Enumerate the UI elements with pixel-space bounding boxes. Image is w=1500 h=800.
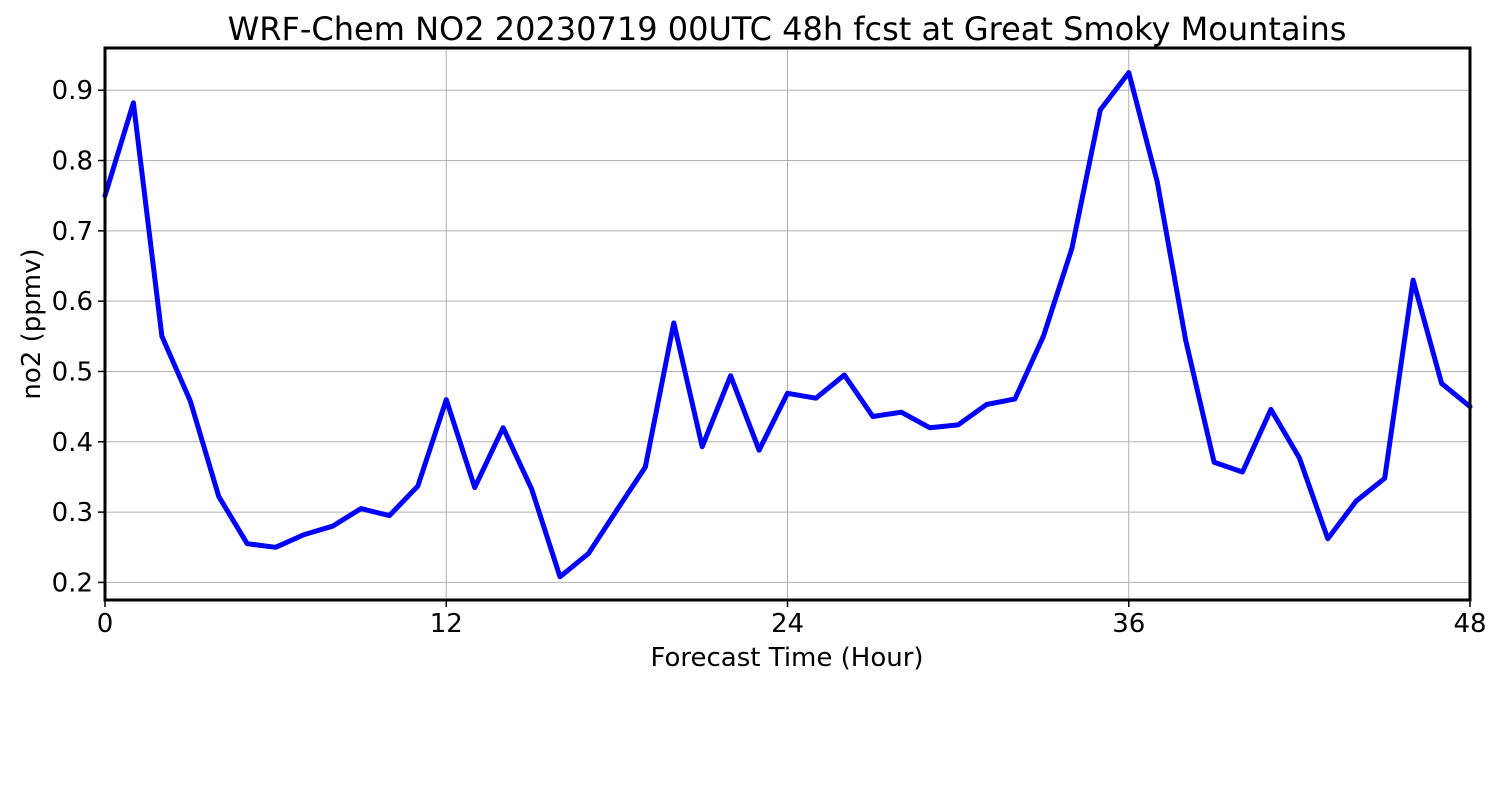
y-tick-label: 0.2 xyxy=(52,568,93,598)
x-tick-label: 36 xyxy=(1112,609,1145,639)
x-tick-label: 0 xyxy=(97,609,114,639)
x-axis-label: Forecast Time (Hour) xyxy=(650,643,923,673)
chart-title: WRF-Chem NO2 20230719 00UTC 48h fcst at … xyxy=(228,10,1347,48)
y-tick-label: 0.7 xyxy=(52,217,93,247)
no2-series-line xyxy=(102,70,1473,580)
y-tick-label: 0.8 xyxy=(52,147,93,177)
y-tick-label: 0.3 xyxy=(52,498,93,528)
x-tick-label: 12 xyxy=(430,609,463,639)
x-axis-ticks: 0 12 24 36 48 xyxy=(97,600,1487,639)
y-axis-ticks: 0.2 0.3 0.4 0.5 0.6 0.7 0.8 0.9 xyxy=(52,76,105,598)
x-tick-label: 48 xyxy=(1453,609,1486,639)
y-tick-label: 0.6 xyxy=(52,287,93,317)
y-tick-label: 0.5 xyxy=(52,357,93,387)
y-axis-label: no2 (ppmv) xyxy=(17,248,47,399)
x-tick-label: 24 xyxy=(771,609,804,639)
y-tick-label: 0.9 xyxy=(52,76,93,106)
y-tick-label: 0.4 xyxy=(52,428,93,458)
y-gridlines xyxy=(105,89,1470,583)
